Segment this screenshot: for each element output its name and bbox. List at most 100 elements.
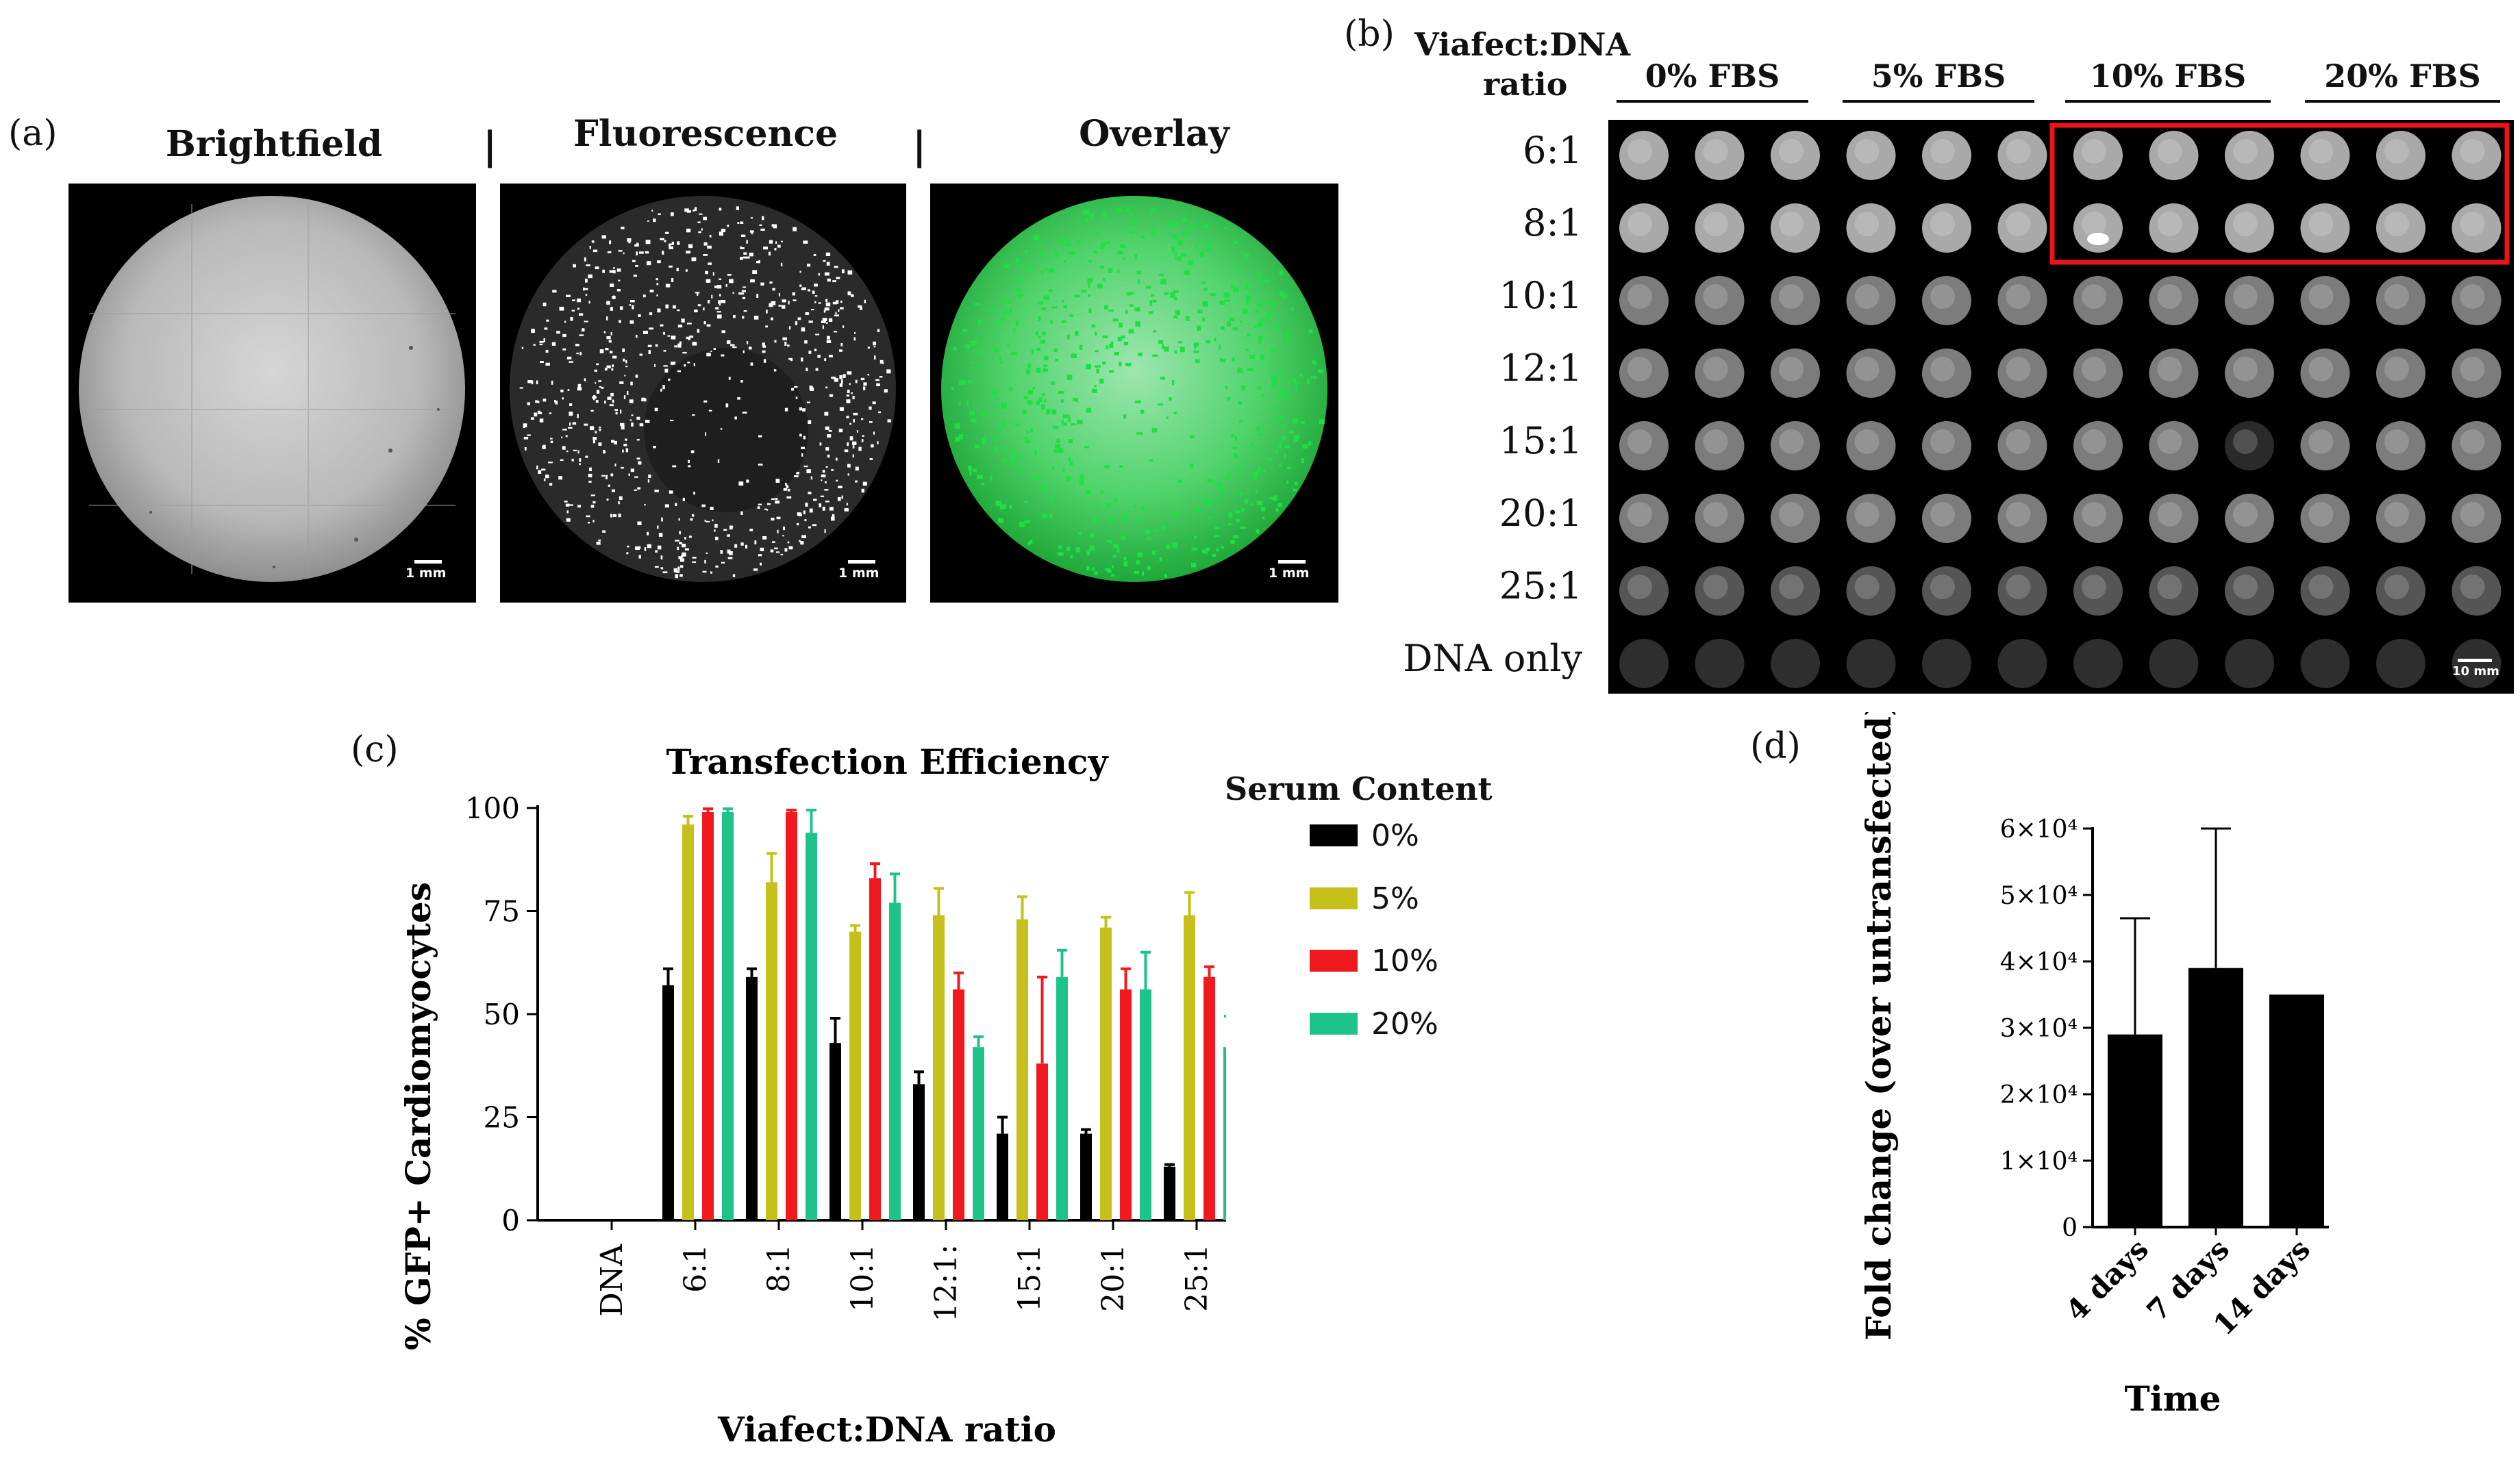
cell-dot (558, 476, 562, 480)
well (2149, 349, 2199, 398)
cell-dot (720, 428, 723, 430)
cell-dot (592, 440, 595, 444)
cell-dot (1120, 244, 1126, 249)
cell-dot (756, 260, 760, 264)
cell-dot (1224, 299, 1231, 302)
well (1619, 203, 1669, 253)
cell-dot (577, 298, 581, 303)
cell-dot (721, 561, 725, 564)
cell-dot (1214, 337, 1217, 342)
cell-dot (758, 464, 763, 466)
cell-dot (807, 264, 811, 267)
y-tick-label: 0 (2062, 1214, 2078, 1242)
cell-dot (1051, 306, 1058, 309)
cell-dot (1003, 310, 1008, 314)
brightfield-image: 1 mm (68, 184, 476, 603)
cell-dot (1264, 301, 1270, 305)
cell-dot (1102, 336, 1108, 339)
cell-dot (778, 292, 780, 296)
cell-dot (1232, 357, 1235, 361)
cell-dot (577, 450, 579, 454)
well (1771, 639, 1820, 688)
cell-dot (1058, 391, 1064, 394)
cell-dot (1004, 449, 1009, 453)
cell-dot (721, 300, 726, 303)
well (1695, 494, 1745, 543)
cell-dot (1140, 234, 1145, 239)
cell-dot (694, 310, 698, 313)
well-texture (1627, 575, 1652, 599)
well-texture (2157, 212, 2182, 236)
cell-dot (572, 299, 575, 301)
cell-dot (1008, 298, 1012, 303)
well-texture (1779, 502, 1804, 527)
cell-dot (1126, 207, 1131, 210)
cell-dot (1271, 375, 1277, 380)
panel-c-letter: (c) (351, 729, 399, 770)
cell-dot (736, 206, 739, 210)
cell-dot (774, 547, 778, 550)
cell-dot (599, 386, 601, 388)
cell-dot (1123, 257, 1125, 260)
legend-swatch (1310, 950, 1358, 972)
cell-dot (673, 568, 677, 572)
cell-dot (803, 465, 808, 468)
cell-dot (884, 389, 888, 393)
well-texture (2082, 429, 2106, 454)
cell-dot (808, 320, 813, 323)
well (1695, 421, 1745, 470)
cell-dot (766, 310, 768, 314)
cell-dot (1175, 252, 1177, 256)
cell-dot (1036, 401, 1040, 405)
cell-dot (787, 488, 790, 492)
well (2300, 639, 2350, 688)
cell-dot (1001, 403, 1007, 409)
y-tick-label: 2×10⁴ (2000, 1081, 2078, 1109)
cell-dot (1172, 542, 1177, 548)
cell-dot (1203, 288, 1208, 291)
cell-dot (1255, 310, 1259, 313)
cell-dot (740, 221, 744, 224)
cell-dot (627, 238, 632, 242)
well-texture (2460, 139, 2485, 164)
cell-dot (613, 267, 615, 269)
cell-dot (1236, 519, 1240, 522)
well (1922, 421, 1971, 470)
cell-dot (1067, 251, 1071, 254)
cell-dot (1087, 278, 1093, 283)
cell-dot (1256, 529, 1260, 533)
cell-dot (1077, 240, 1080, 245)
cell-dot (669, 246, 673, 249)
cell-dot (1105, 568, 1112, 571)
overlay-image: 1 mm (930, 184, 1338, 603)
cell-dot (1048, 268, 1055, 273)
cell-dot (657, 308, 661, 313)
well-texture (1627, 139, 1652, 164)
well (2376, 421, 2425, 470)
cell-dot (1086, 566, 1090, 570)
cell-dot (1281, 436, 1286, 440)
cell-dot (1071, 251, 1075, 255)
cell-dot (608, 484, 610, 487)
cell-dot (1051, 409, 1057, 415)
cell-dot (1043, 296, 1048, 300)
cell-dot (657, 260, 661, 264)
cell-dot (788, 326, 791, 330)
panel-b-letter: (b) (1344, 14, 1395, 55)
cell-dot (1024, 440, 1031, 444)
cell-dot (662, 571, 668, 574)
cell-dot (1096, 231, 1101, 236)
cell-dot (633, 275, 637, 277)
cell-dot (1202, 317, 1206, 322)
cell-dot (1021, 467, 1023, 473)
well (1922, 131, 1971, 180)
cell-dot (969, 412, 973, 415)
cell-dot (1197, 310, 1203, 314)
cell-dot (1060, 241, 1065, 245)
cell-dot (1227, 396, 1231, 401)
bar (1140, 989, 1151, 1220)
cell-dot (1052, 466, 1055, 470)
cell-dot (1162, 344, 1164, 349)
cell-dot (1233, 453, 1238, 459)
cell-dot (801, 453, 803, 457)
